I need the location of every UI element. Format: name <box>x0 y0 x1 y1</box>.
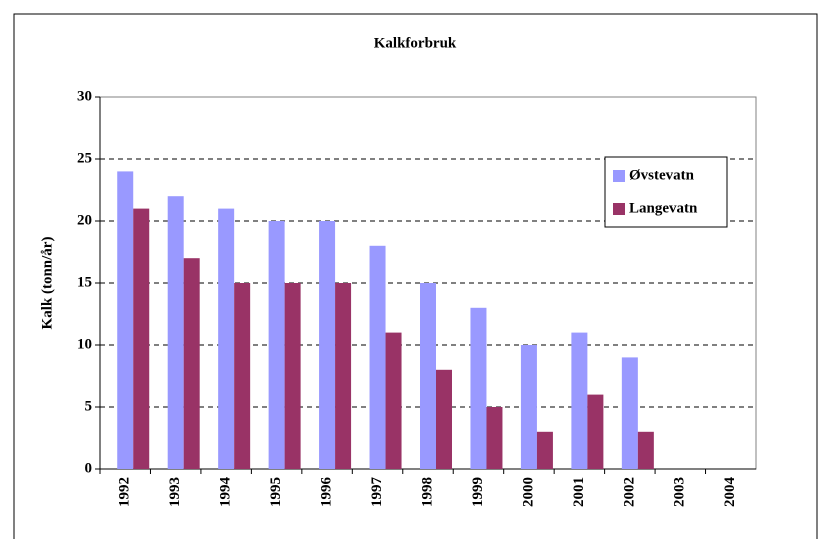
bar <box>536 431 553 469</box>
y-tick-label: 20 <box>77 212 92 228</box>
x-tick-label: 1993 <box>167 477 183 507</box>
y-tick-label: 5 <box>85 398 93 414</box>
y-tick-label: 10 <box>77 336 92 352</box>
legend-swatch <box>613 170 625 182</box>
y-tick-label: 15 <box>77 274 92 290</box>
legend-box <box>604 156 728 228</box>
x-tick-label: 2002 <box>621 477 637 507</box>
bar <box>436 369 452 469</box>
x-tick-label: 1999 <box>470 477 486 507</box>
bar <box>133 208 150 469</box>
y-tick-label: 0 <box>85 460 93 476</box>
bar <box>621 357 638 469</box>
y-axis-label: Kalk (tonn/år) <box>39 237 55 330</box>
bar <box>234 283 251 469</box>
x-tick-label: 1998 <box>419 477 435 507</box>
bar <box>268 221 285 469</box>
x-tick-label: 2001 <box>571 477 587 507</box>
chart-border <box>13 13 818 539</box>
bar <box>470 307 487 469</box>
bar <box>369 245 386 469</box>
x-tick-label: 2000 <box>520 477 536 507</box>
bar <box>571 332 588 469</box>
legend-label: Øvstevatn <box>629 167 695 183</box>
x-tick-label: 1996 <box>319 477 335 508</box>
bar <box>637 431 654 469</box>
x-tick-label: 2004 <box>722 477 738 508</box>
bar <box>520 345 537 469</box>
bar <box>319 221 336 469</box>
bar <box>335 283 352 469</box>
bar <box>587 394 604 469</box>
bar <box>167 196 184 469</box>
chart-title: Kalkforbruk <box>374 35 457 51</box>
bar <box>117 171 134 469</box>
bar <box>420 283 436 469</box>
x-tick-label: 1994 <box>218 477 234 508</box>
x-tick-label: 1992 <box>117 477 133 507</box>
legend-swatch <box>613 203 625 215</box>
bar <box>183 258 200 469</box>
bar <box>385 332 402 469</box>
y-tick-label: 30 <box>77 88 92 104</box>
legend-label: Langevatn <box>629 200 698 216</box>
bar <box>284 283 301 469</box>
bar <box>486 407 503 469</box>
x-tick-label: 1997 <box>369 477 385 508</box>
y-tick-label: 25 <box>77 150 92 166</box>
x-tick-label: 1995 <box>268 477 284 507</box>
x-tick-label: 2003 <box>672 477 688 507</box>
bar <box>218 208 235 469</box>
